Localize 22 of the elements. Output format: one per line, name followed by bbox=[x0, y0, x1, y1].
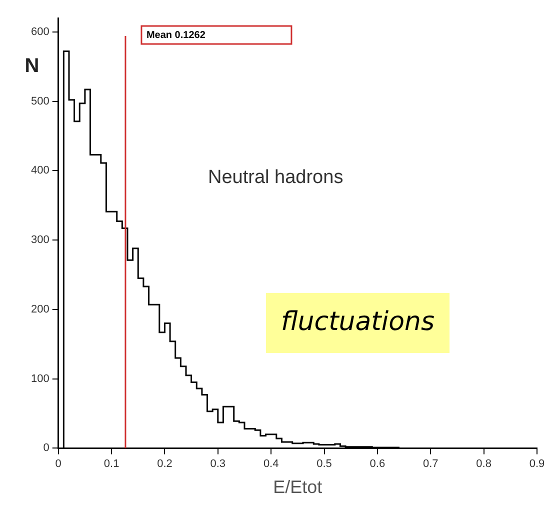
x-axis-title: E/Etot bbox=[273, 477, 322, 498]
x-tick-label: 0.9 bbox=[529, 458, 545, 470]
y-tick-label: 100 bbox=[30, 372, 50, 385]
y-tick-label: 600 bbox=[30, 26, 50, 38]
x-tick-label: 0.4 bbox=[263, 458, 279, 470]
x-tick-label: 0.5 bbox=[316, 458, 332, 470]
y-tick-label: 400 bbox=[30, 164, 50, 177]
y-tick-label: 300 bbox=[30, 234, 50, 246]
x-tick-label: 0.8 bbox=[476, 458, 492, 470]
x-tick-label: 0.7 bbox=[422, 458, 438, 470]
y-tick-label: 500 bbox=[30, 95, 50, 108]
annotation: fluctuations bbox=[281, 306, 435, 337]
x-tick-label: 0.3 bbox=[210, 458, 226, 470]
annotation: Neutral hadrons bbox=[208, 167, 344, 188]
x-tick-label: 0.6 bbox=[370, 458, 386, 470]
x-tick-label: 0.1 bbox=[104, 458, 120, 470]
ref-line-label: Mean 0.1262 bbox=[146, 30, 206, 41]
y-axis-title: N bbox=[24, 55, 40, 78]
x-tick-label: 0.2 bbox=[157, 458, 172, 470]
x-tick-label: 0 bbox=[55, 458, 62, 470]
y-tick-label: 200 bbox=[30, 303, 50, 316]
y-tick-label: 0 bbox=[43, 442, 50, 454]
